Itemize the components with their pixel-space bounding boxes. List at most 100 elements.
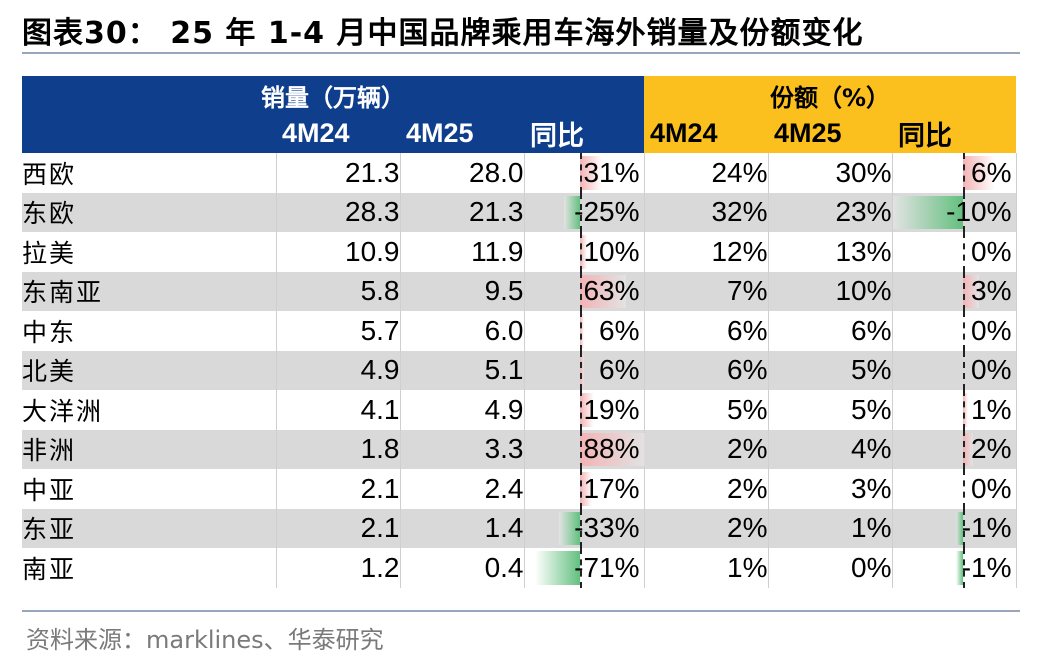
sales-yoy-axis [579,390,582,430]
sales-yoy-bar [579,472,593,506]
corner-cell [22,114,276,153]
sales-yoy-value: 88% [583,433,640,465]
sales-yoy-axis [579,232,582,272]
col-header-sales-4m24: 4M24 [276,114,400,153]
sales-yoy-bar [579,156,603,190]
share-yoy-value: 0% [971,472,1012,504]
sales-yoy-cell: 10% [524,232,645,272]
share-yoy-value: 2% [971,433,1012,465]
group-header-sales: 销量（万辆） [22,76,644,114]
table-row: 中亚 2.1 2.4 17% 2% 3% 0% [22,469,1017,509]
share-4m25-cell: 10% [768,271,893,311]
table-body: 西欧 21.3 28.0 31% 24% 30% 6% 东欧 28.3 21.3 -25% 32% 23… [22,153,1017,588]
col-header-share-4m24: 4M24 [644,114,768,153]
sales-yoy-axis [579,311,582,351]
sales-yoy-axis [579,350,582,390]
sales-4m24-cell: 21.3 [276,153,401,193]
share-yoy-bar [955,551,963,585]
source-note: 资料来源：marklines、华泰研究 [26,626,384,654]
share-yoy-cell: 0% [892,311,1017,351]
sales-yoy-bar [563,195,580,229]
sales-yoy-axis [579,508,582,548]
sales-yoy-cell: 17% [524,469,645,509]
share-yoy-cell: 0% [892,469,1017,509]
sales-yoy-bar [579,393,594,427]
share-yoy-axis [962,469,965,509]
sales-yoy-bar [558,511,580,545]
share-4m24-cell: 32% [644,192,769,232]
share-yoy-value: 0% [971,314,1012,346]
share-yoy-value: 0% [971,354,1012,386]
table-row: 北美 4.9 5.1 6% 6% 5% 0% [22,350,1017,390]
share-4m24-cell: 2% [644,508,769,548]
sales-4m24-cell: 4.9 [276,350,401,390]
sales-4m25-cell: 28.0 [400,153,525,193]
share-yoy-cell: 0% [892,232,1017,272]
share-yoy-axis [962,192,965,232]
share-yoy-axis [962,271,965,311]
share-yoy-axis [962,311,965,351]
share-yoy-bar [892,195,963,229]
sales-yoy-cell: 31% [524,153,645,193]
share-4m24-cell: 24% [644,153,769,193]
table-row: 拉美 10.9 11.9 10% 12% 13% 0% [22,232,1017,272]
sales-yoy-bar [579,432,645,466]
sales-yoy-bar [535,551,580,585]
sales-yoy-axis [579,271,582,311]
figure-title: 图表30： 25 年 1-4 月中国品牌乘用车海外销量及份额变化 [22,16,864,51]
table-row: 东欧 28.3 21.3 -25% 32% 23% -10% [22,192,1017,232]
sales-4m25-cell: 11.9 [400,232,525,272]
share-4m24-cell: 2% [644,469,769,509]
col-header-sales-yoy: 同比 [524,114,644,153]
sales-4m24-cell: 1.2 [276,548,401,588]
share-4m24-cell: 7% [644,271,769,311]
region-label: 东欧 [22,192,277,232]
region-label: 中东 [22,311,277,351]
sales-yoy-value: 6% [599,314,640,346]
sales-4m25-cell: 5.1 [400,350,525,390]
sales-yoy-axis [579,153,582,193]
sales-4m25-cell: 21.3 [400,192,525,232]
sales-yoy-axis [579,429,582,469]
sales-4m25-cell: 9.5 [400,271,525,311]
title-rule [22,52,1020,54]
sales-yoy-cell: -25% [524,192,645,232]
sales-yoy-value: 6% [599,354,640,386]
sales-yoy-value: 19% [583,393,640,425]
sales-4m25-cell: 4.9 [400,390,525,430]
share-yoy-bar [962,156,995,190]
share-yoy-bar [955,511,963,545]
share-4m25-cell: 13% [768,232,893,272]
sales-4m24-cell: 5.8 [276,271,401,311]
share-yoy-axis [962,232,965,272]
sales-yoy-cell: 63% [524,271,645,311]
sales-yoy-value: 17% [583,472,640,504]
sales-yoy-cell: 88% [524,429,645,469]
share-4m24-cell: 2% [644,429,769,469]
region-label: 大洋洲 [22,390,277,430]
table-row: 东亚 2.1 1.4 -33% 2% 1% -1% [22,508,1017,548]
table-row: 南亚 1.2 0.4 -71% 1% 0% -1% [22,548,1017,588]
table-row: 东南亚 5.8 9.5 63% 7% 10% 3% [22,271,1017,311]
group-header-share: 份额（%） [644,76,1016,114]
region-label: 东亚 [22,508,277,548]
sales-4m24-cell: 4.1 [276,390,401,430]
share-4m24-cell: 6% [644,311,769,351]
share-yoy-value: 0% [971,235,1012,267]
share-4m25-cell: 23% [768,192,893,232]
sales-4m25-cell: 6.0 [400,311,525,351]
sales-yoy-bar [579,314,584,348]
sales-4m24-cell: 28.3 [276,192,401,232]
share-4m24-cell: 5% [644,390,769,430]
sales-yoy-axis [579,469,582,509]
share-yoy-cell: 6% [892,153,1017,193]
region-label: 非洲 [22,429,277,469]
share-yoy-value: 6% [971,156,1012,188]
sales-4m25-cell: 0.4 [400,548,525,588]
sales-4m24-cell: 1.8 [276,429,401,469]
region-label: 西欧 [22,153,277,193]
share-4m25-cell: 3% [768,469,893,509]
region-label: 拉美 [22,232,277,272]
share-4m25-cell: 6% [768,311,893,351]
share-4m24-cell: 6% [644,350,769,390]
